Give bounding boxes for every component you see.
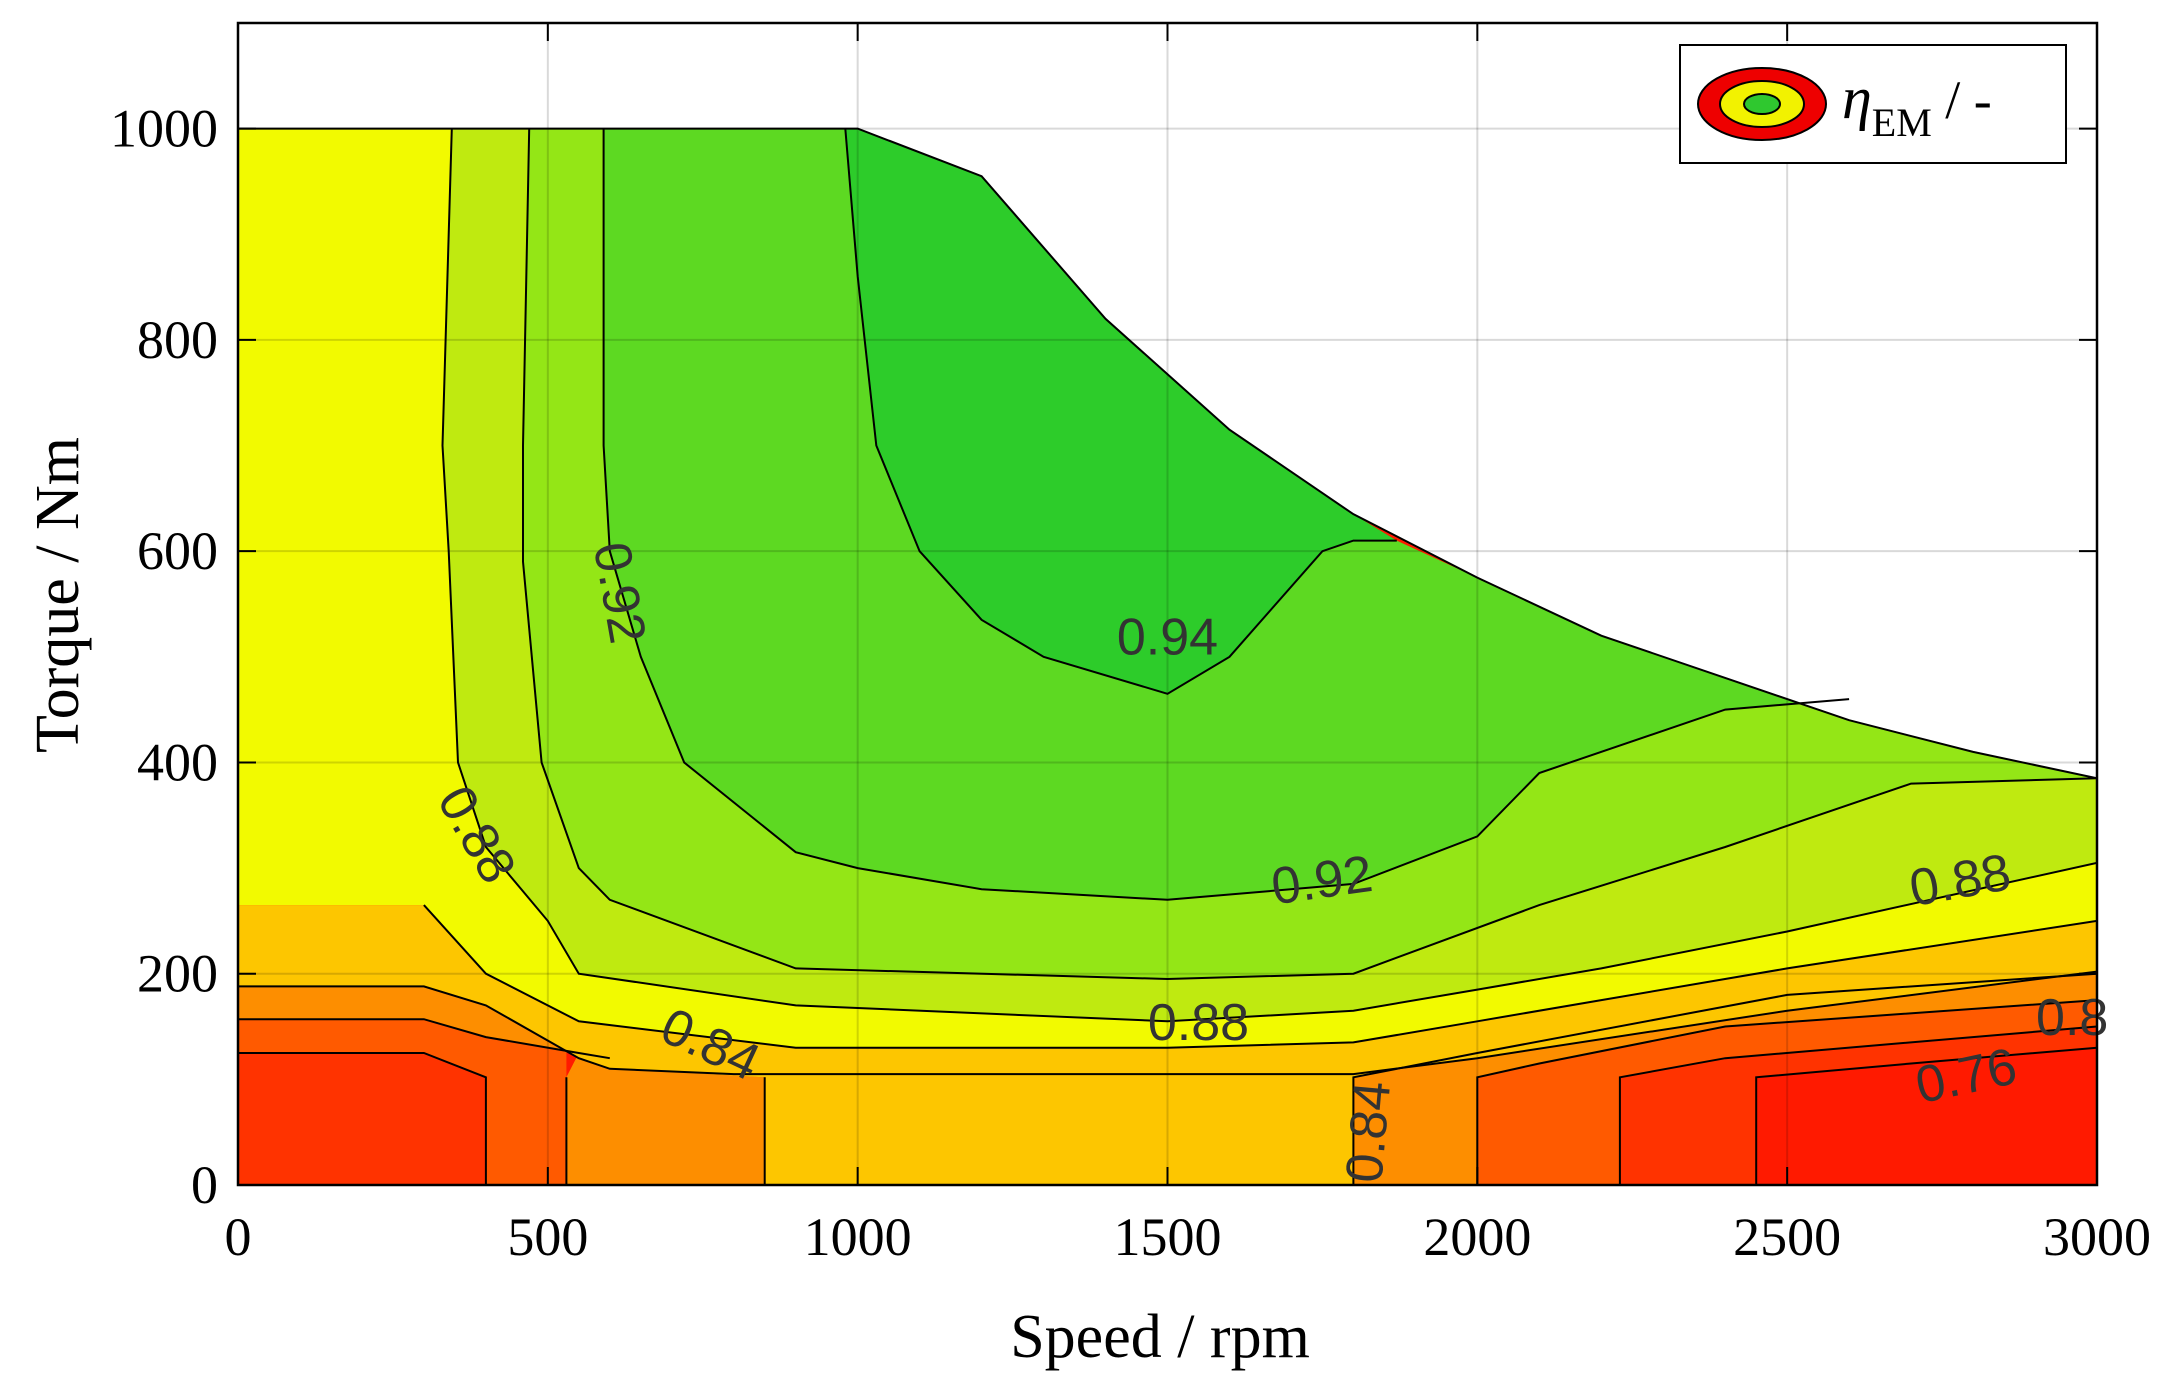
region-0.90 [442,128,2097,1022]
x-tick-label: 2000 [1423,1207,1531,1267]
y-tick-label: 1000 [110,99,218,159]
region-0.80-right [1477,1000,2097,1185]
y-tick-label: 400 [137,732,218,792]
contour-line-0.76 [1618,1025,2097,1185]
contour-line-0.76 [1755,1046,2097,1185]
region-0.80-left [238,1019,579,1185]
y-tick-label: 800 [137,310,218,370]
contour-line-0.86 [238,970,2097,1076]
legend-symbol: η [1842,65,1872,131]
x-tick-label: 2500 [1733,1207,1841,1267]
legend-suffix: / - [1932,70,1992,130]
contour-line-0.8 [238,1052,487,1185]
y-tick-label: 600 [137,521,218,581]
axes-layer: 0 500 1000 1500 2000 2500 3000 0 200 400 600 800 100… [110,21,2151,1267]
contour-line-0.88 [423,904,2097,1049]
max-torque-envelope-line [238,127,2097,780]
contour-label: 0.88 [1148,994,1249,1052]
region-below-0.76-right [1756,1047,2097,1185]
contour-line-0.92 [602,128,1850,901]
x-tick-label: 0 [225,1207,252,1267]
region-0.88 [238,128,2097,1048]
contour-line-0.94 [844,128,1397,695]
contour-label: 0.92 [1268,845,1376,917]
contour-label-layer: 0.940.920.920.880.880.880.840.840.760.8 [426,538,2108,1185]
legend: ηEM / - [1679,44,2067,164]
x-axis-title: Speed / rpm [1010,1303,1310,1371]
region-0.92 [603,128,1850,900]
contour-line-0.9 [441,128,2097,1023]
x-tick-label: 500 [507,1207,588,1267]
contour-label: 0.94 [1117,609,1218,667]
region-0.94 [845,128,1397,694]
y-axis-title: Torque / Nm [24,437,92,753]
region-0.76-right [1619,1026,2097,1185]
region-outside-envelope [238,23,2097,779]
region-0.84-left [238,986,765,1185]
y-tick-label: 0 [191,1155,218,1215]
contour-line-0.84 [238,1018,610,1060]
contour-label: 0.84 [1335,1079,1402,1185]
contour-line-0.8 [1476,999,2097,1185]
x-tick-label: 3000 [2043,1207,2151,1267]
efficiency-fill-layer [238,23,2097,1185]
region-0.91 [523,128,2097,980]
x-tick-label: 1500 [1114,1207,1222,1267]
legend-subscript: EM [1872,100,1932,145]
legend-inner-ring-icon [1743,93,1781,115]
y-tick-label: 200 [137,944,218,1004]
region-0.86-upper [423,905,2097,1075]
contour-line-0.91 [522,128,2097,981]
legend-label: ηEM / - [1842,65,1992,145]
contour-line-0.84 [1352,972,2097,1185]
region-0.76-left [238,1053,486,1185]
contour-line-layer [238,127,2097,1185]
x-tick-label: 1000 [804,1207,912,1267]
